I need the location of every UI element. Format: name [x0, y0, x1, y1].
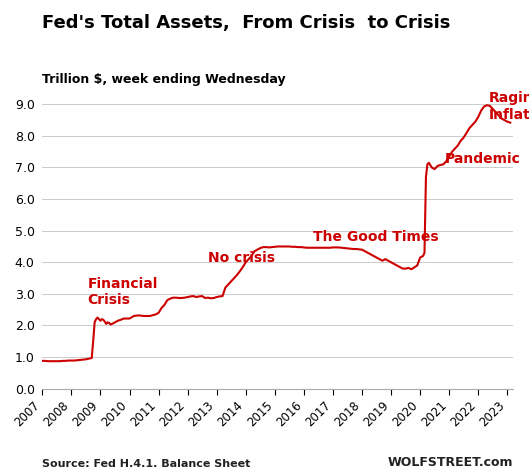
Text: Trillion $, week ending Wednesday: Trillion $, week ending Wednesday: [42, 73, 286, 86]
Text: Raging
Inflation: Raging Inflation: [488, 91, 529, 122]
Text: The Good Times: The Good Times: [313, 230, 438, 244]
Text: Financial
Crisis: Financial Crisis: [87, 277, 158, 307]
Text: WOLFSTREET.com: WOLFSTREET.com: [388, 456, 513, 469]
Text: Pandemic: Pandemic: [445, 152, 521, 166]
Text: No crisis: No crisis: [208, 251, 275, 265]
Text: Fed's Total Assets,  From Crisis  to Crisis: Fed's Total Assets, From Crisis to Crisi…: [42, 14, 451, 32]
Text: Source: Fed H.4.1. Balance Sheet: Source: Fed H.4.1. Balance Sheet: [42, 459, 251, 469]
